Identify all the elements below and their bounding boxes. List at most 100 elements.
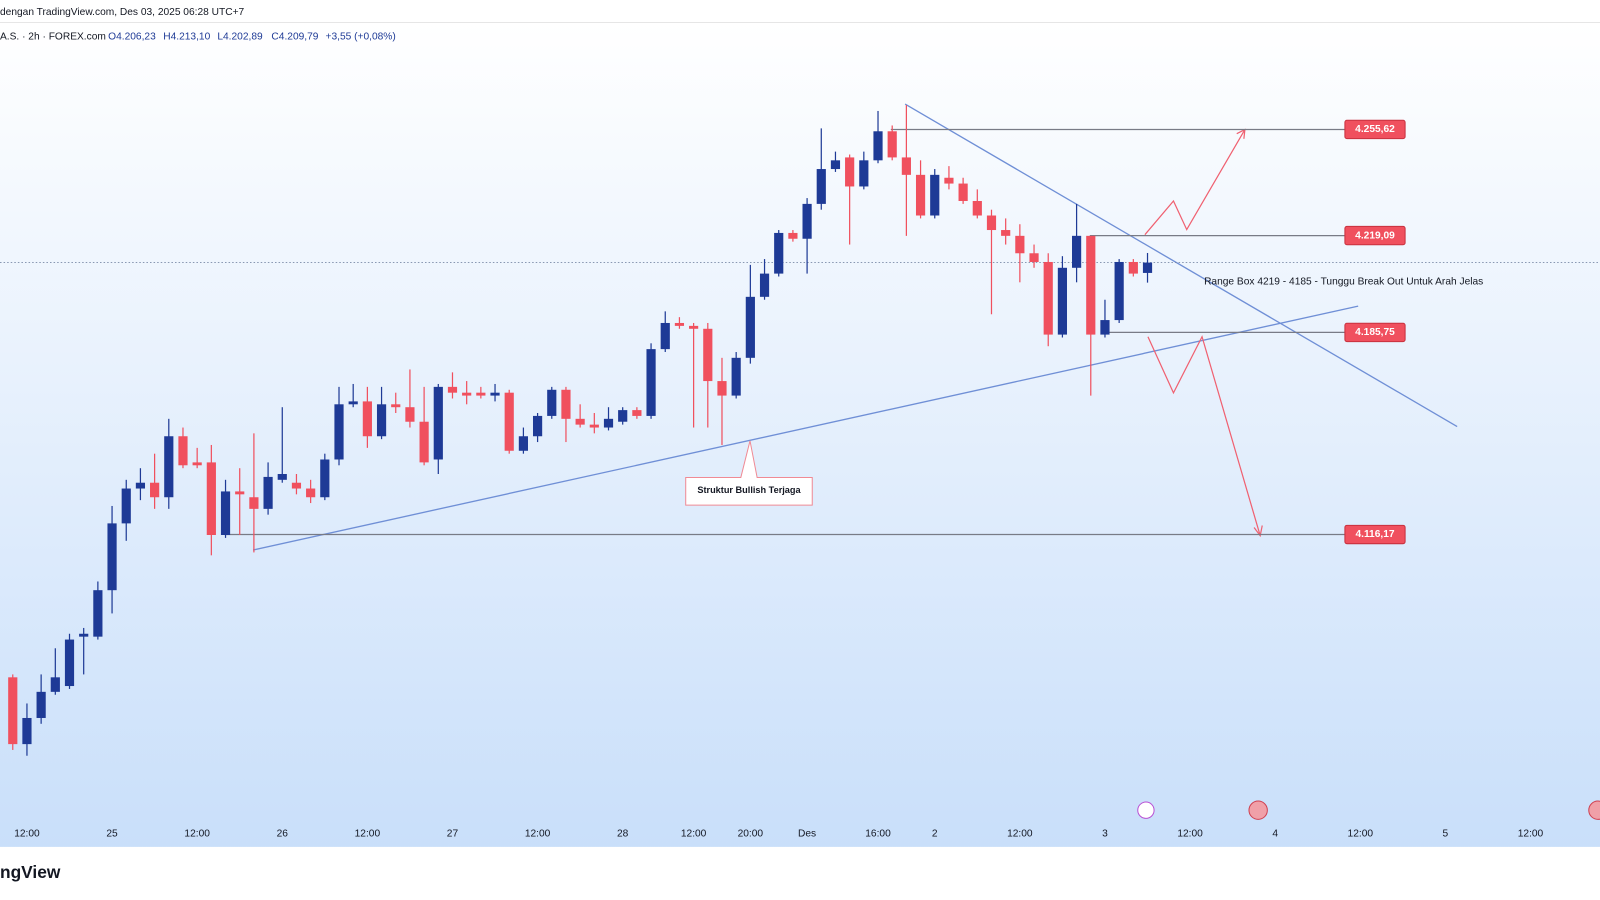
candle-body [689,325,699,329]
x-axis: 12:00 25 12:00 26 12:00 27 12:00 28 12:00 20:00 De… [14,828,1543,839]
x-tick-label: 12:00 [1518,828,1544,839]
candle-body [135,482,146,489]
close-label: C4.209,79 [271,31,318,42]
candle-body [972,200,982,216]
candle-body [901,157,911,175]
candle-body [1100,320,1110,335]
x-tick-label: 5 [1443,828,1449,839]
candle-body [802,203,812,239]
arrow-head [1253,525,1263,538]
x-tick-label: 28 [617,828,629,839]
event-icons [1137,800,1600,820]
candle-body [788,232,798,239]
candle-body [859,160,869,187]
candle-body [958,183,968,201]
candle-body [462,392,472,396]
range-note: Range Box 4219 - 4185 - Tunggu Break Out… [1204,276,1483,287]
candle-body [8,677,18,745]
callout: Struktur Bullish Terjaga [685,440,813,506]
level-box [1344,322,1406,343]
ohlc-legend: A.S. · 2h · FOREX.com O4.206,23 H4.213,1… [0,31,396,42]
candle-body [674,322,685,326]
drawings [252,103,1458,551]
x-tick-label: 12:00 [184,828,210,839]
candle-body [731,357,741,396]
candle-body [1001,230,1011,236]
x-tick-label: 12:00 [525,828,551,839]
x-tick-label: 26 [277,828,289,839]
candle-body [36,691,46,718]
x-tick-label: 27 [447,828,459,839]
candle-body [334,404,344,460]
candle-body [164,436,174,498]
candle-body [944,177,954,184]
candle-body [79,633,89,637]
candle-body [348,401,358,405]
x-tick-label: 2 [932,828,938,839]
candle-body [50,677,60,692]
x-tick-label: 12:00 [355,828,381,839]
plot: 4.255,62 4.219,09 4.185,75 4.116,17 [0,105,1600,756]
candle-body [1086,235,1096,335]
level-box [1344,524,1406,545]
candle-body [1015,235,1025,254]
header-title: dengan TradingView.com, Des 03, 2025 06:… [0,7,245,18]
callout-text: Struktur Bullish Terjaga [697,485,801,495]
trend-line [252,305,1359,551]
candle-body [915,174,926,216]
candle-body [391,404,401,408]
trend-line [904,103,1458,428]
logo: ngView [0,862,61,882]
candle-body [1142,262,1153,273]
candle-body [1029,253,1039,262]
bull-arrow [1144,129,1246,236]
candle-body [306,488,316,498]
candle-body [107,523,117,591]
candle-body [986,215,997,231]
candle-body [632,410,642,416]
candle-body [1128,261,1138,274]
x-tick-label: 25 [106,828,118,839]
candle-body [249,497,259,509]
candle-body [618,410,628,422]
bear-arrow [1147,335,1261,536]
level-tag: 4.219,09 [1344,225,1406,246]
low-label: L4.202,89 [217,31,263,42]
candle-body [547,389,557,416]
x-tick-label: 12:00 [14,828,40,839]
open-label: O4.206,23 [108,31,156,42]
candle-body [532,415,543,437]
candle-body [660,322,670,350]
candle-body [774,232,784,274]
x-tick-label: 4 [1272,828,1278,839]
footer [0,846,1600,900]
candle-body [561,389,571,419]
candle-body [419,421,429,463]
candle-body [887,131,897,158]
candle-body [1072,235,1082,268]
candle-body [320,459,330,498]
candle-body [845,157,855,187]
candle-body [405,407,415,422]
candle-body [64,639,75,687]
level-label: 4.116,17 [1355,529,1394,540]
candle-body [816,169,826,204]
x-tick-label: 16:00 [865,828,891,839]
candle-body [447,386,458,393]
x-tick-label: 3 [1102,828,1108,839]
symbol: A.S. · 2h · FOREX.com [0,31,106,42]
candle-body [263,476,273,509]
candle-body [646,349,656,416]
candle-body [1114,261,1124,321]
flag-icon [1588,800,1600,820]
level-label: 4.219,09 [1355,230,1395,241]
x-tick-label: 12:00 [681,828,707,839]
candle-body [490,392,500,396]
high-label: H4.213,10 [163,31,210,42]
candle-body [603,418,614,428]
candle-body [873,131,883,161]
flag-icon [1248,800,1268,820]
candle-body [277,474,287,480]
x-tick-label: Des [798,828,816,839]
